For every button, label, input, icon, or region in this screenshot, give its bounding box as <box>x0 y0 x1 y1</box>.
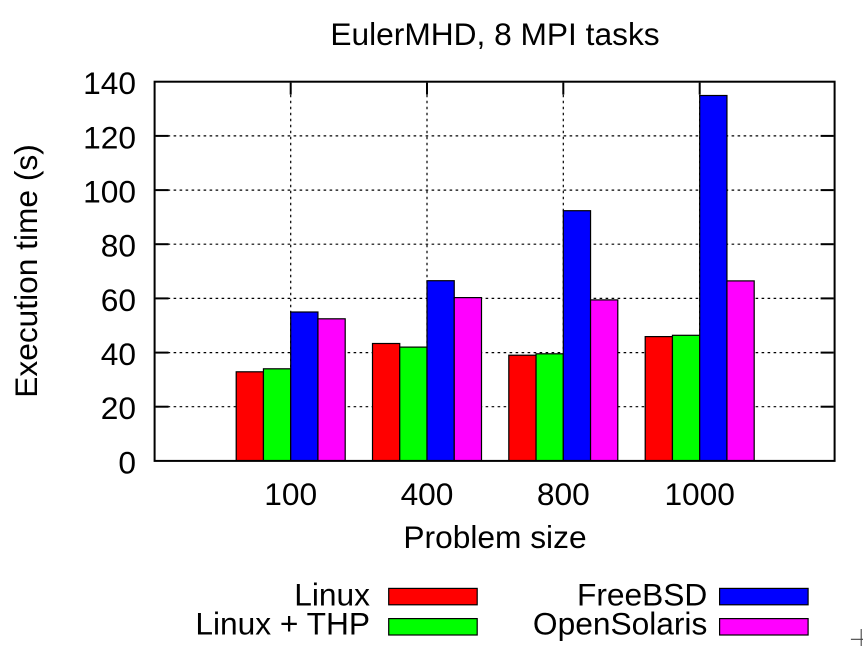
svg-text:60: 60 <box>101 282 136 318</box>
svg-text:400: 400 <box>401 476 454 512</box>
svg-text:800: 800 <box>537 476 590 512</box>
svg-text:0: 0 <box>118 444 136 480</box>
svg-text:FreeBSD: FreeBSD <box>577 577 707 613</box>
svg-text:EulerMHD, 8 MPI tasks: EulerMHD, 8 MPI tasks <box>330 16 659 52</box>
svg-text:20: 20 <box>101 390 136 426</box>
svg-text:100: 100 <box>83 174 136 210</box>
svg-text:100: 100 <box>264 476 317 512</box>
svg-text:120: 120 <box>83 119 136 155</box>
svg-text:140: 140 <box>83 65 136 101</box>
svg-text:Problem size: Problem size <box>403 519 586 555</box>
svg-text:Linux + THP: Linux + THP <box>195 606 370 642</box>
svg-text:80: 80 <box>101 228 136 264</box>
svg-text:OpenSolaris: OpenSolaris <box>533 606 707 642</box>
svg-text:Linux: Linux <box>294 577 370 613</box>
svg-text:1000: 1000 <box>664 476 735 512</box>
svg-text:Execution time (s): Execution time (s) <box>8 144 44 398</box>
svg-text:40: 40 <box>101 336 136 372</box>
